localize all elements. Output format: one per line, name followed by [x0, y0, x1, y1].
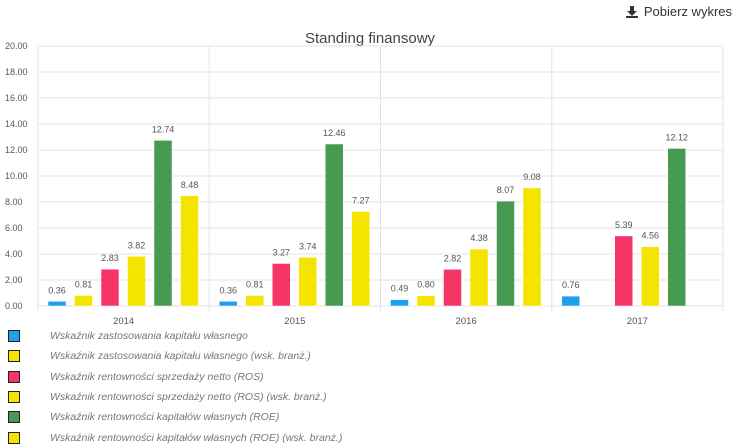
data-label: 12.12 [665, 132, 688, 142]
bar [390, 299, 409, 307]
bar-chart: Standing finansowy 0.00 2.00 4.00 6.00 8.00 10… [5, 30, 724, 325]
data-label: 0.36 [219, 285, 237, 295]
legend-item[interactable]: Wskaźnik rentowności kapitałów własnych … [8, 427, 342, 447]
x-tick-label: 2014 [113, 316, 134, 325]
data-label: 3.74 [299, 241, 317, 251]
x-tick-label: 2017 [627, 316, 648, 325]
legend-label: Wskaźnik zastosowania kapitału własnego [50, 330, 248, 343]
data-label: 12.46 [323, 128, 346, 138]
x-tick-label: 2015 [284, 316, 305, 325]
legend-label: Wskaźnik rentowności sprzedaży netto (RO… [50, 370, 264, 383]
bar [522, 187, 542, 307]
bar [100, 268, 120, 307]
y-tick-label: 2.00 [5, 275, 23, 285]
data-label: 8.07 [497, 185, 515, 195]
legend-item[interactable]: Wskaźnik rentowności sprzedaży netto (RO… [8, 367, 342, 387]
bar [325, 143, 344, 307]
bar [416, 295, 436, 307]
bar [180, 195, 199, 307]
data-label: 0.80 [417, 280, 435, 290]
y-tick-label: 0.00 [5, 301, 23, 311]
data-label: 12.74 [152, 124, 175, 134]
legend-label: Wskaźnik rentowności sprzedaży netto (RO… [50, 391, 327, 404]
bar [496, 200, 515, 307]
data-label: 8.48 [181, 180, 199, 190]
data-label: 0.81 [246, 279, 264, 289]
bar [641, 246, 660, 307]
data-label: 9.08 [523, 172, 541, 182]
y-tick-label: 18.00 [5, 67, 28, 77]
legend-swatch [8, 330, 20, 343]
bar [153, 140, 173, 307]
y-tick-label: 20.00 [5, 41, 28, 51]
legend-swatch [8, 411, 20, 424]
legend-item[interactable]: Wskaźnik rentowności kapitałów własnych … [8, 407, 342, 427]
legend-item[interactable]: Wskaźnik zastosowania kapitału własnego … [8, 346, 342, 366]
x-tick-label: 2016 [456, 316, 477, 325]
legend-item[interactable]: Wskaźnik zastosowania kapitału własnego [8, 326, 342, 346]
data-label: 0.36 [48, 285, 66, 295]
bar [561, 295, 580, 307]
data-label: 0.49 [391, 284, 409, 294]
legend-swatch [8, 431, 20, 444]
bar [667, 148, 686, 307]
bar [127, 256, 146, 307]
y-tick-label: 14.00 [5, 119, 28, 129]
chart-title: Standing finansowy [305, 30, 436, 47]
bar [219, 301, 238, 307]
bar [614, 235, 633, 307]
data-label: 4.56 [641, 231, 659, 241]
bar [47, 301, 67, 307]
data-label: 0.81 [75, 279, 93, 289]
data-label: 5.39 [615, 220, 633, 230]
legend: Wskaźnik zastosowania kapitału własnego W… [8, 326, 342, 448]
bar [272, 263, 291, 307]
download-chart-button[interactable]: Pobierz wykres [625, 4, 732, 19]
bar [298, 257, 317, 307]
data-label: 3.27 [272, 247, 290, 257]
y-tick-label: 8.00 [5, 197, 23, 207]
data-label: 4.38 [470, 233, 488, 243]
download-icon [625, 5, 638, 18]
data-label: 2.82 [444, 253, 462, 263]
data-label: 3.82 [128, 240, 146, 250]
legend-item[interactable]: Wskaźnik rentowności sprzedaży netto (RO… [8, 387, 342, 407]
data-label: 7.27 [352, 195, 370, 205]
legend-swatch [8, 370, 20, 383]
data-label: 0.76 [562, 280, 580, 290]
legend-swatch [8, 350, 20, 363]
y-tick-label: 12.00 [5, 145, 28, 155]
bar [469, 248, 489, 307]
bar [74, 295, 93, 307]
legend-label: Wskaźnik zastosowania kapitału własnego … [50, 350, 311, 363]
download-label: Pobierz wykres [643, 4, 732, 19]
legend-label: Wskaźnik rentowności kapitałów własnych … [50, 411, 280, 424]
y-tick-label: 4.00 [5, 249, 23, 259]
data-label: 2.83 [101, 253, 119, 263]
y-tick-label: 10.00 [5, 171, 28, 181]
legend-swatch [8, 391, 20, 404]
bar [245, 295, 264, 307]
bar [443, 269, 462, 307]
legend-label: Wskaźnik rentowności kapitałów własnych … [50, 431, 343, 444]
y-tick-label: 16.00 [5, 93, 28, 103]
y-tick-label: 6.00 [5, 223, 23, 233]
bar [351, 211, 370, 307]
